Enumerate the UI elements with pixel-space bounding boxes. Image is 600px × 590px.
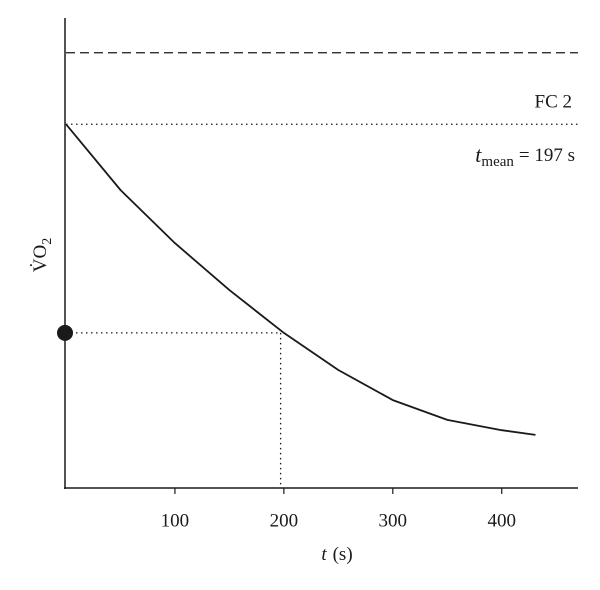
- x-tick-label: 300: [379, 510, 408, 531]
- annotation-value: = 197 s: [519, 145, 575, 166]
- annotation-subscript: mean: [481, 154, 514, 170]
- x-tick-label: 100: [161, 510, 190, 531]
- y-axis-label: V̇O2: [29, 238, 55, 272]
- x-tick-label: 200: [270, 510, 299, 531]
- x-tick-label: 400: [487, 510, 516, 531]
- x-axis-symbol: t: [321, 544, 327, 565]
- curve: [65, 123, 536, 436]
- x-axis-label: t (s): [321, 544, 352, 565]
- annotation: tmean = 197 s: [475, 142, 575, 170]
- reference-label: FC 2: [535, 91, 573, 112]
- y-axis-subscript: 2: [40, 238, 55, 245]
- x-axis-unit: (s): [333, 544, 353, 565]
- annotation-symbol: t: [475, 142, 482, 167]
- crosshair-dot: [57, 324, 73, 341]
- y-axis-symbol: V̇O: [29, 245, 52, 272]
